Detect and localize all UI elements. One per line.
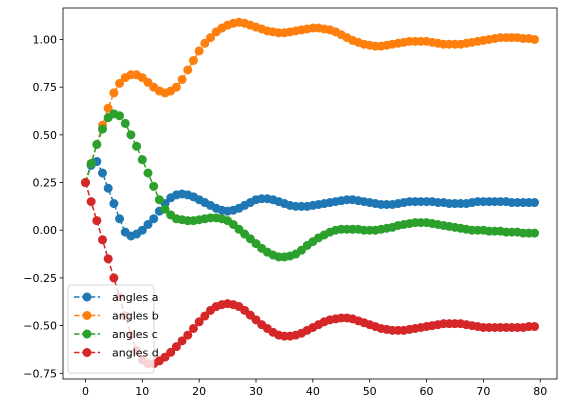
- x-tick-label: 30: [249, 385, 263, 398]
- data-point: [103, 103, 113, 113]
- data-point: [120, 118, 130, 128]
- data-point: [143, 219, 153, 229]
- data-point: [183, 65, 193, 75]
- data-point: [530, 34, 540, 44]
- data-point: [98, 168, 108, 178]
- x-tick-label: 40: [306, 385, 320, 398]
- data-point: [188, 55, 198, 65]
- legend-marker: [82, 348, 92, 357]
- x-tick-label: 60: [420, 385, 434, 398]
- data-point: [530, 228, 540, 238]
- data-point: [109, 199, 119, 209]
- data-point: [530, 198, 540, 208]
- data-point: [86, 158, 96, 168]
- data-point: [194, 317, 204, 327]
- data-point: [115, 214, 125, 224]
- data-point: [98, 124, 108, 134]
- x-tick-label: 50: [363, 385, 377, 398]
- data-point: [200, 38, 210, 48]
- data-point: [188, 323, 198, 333]
- data-point: [137, 225, 147, 235]
- y-tick-label: 0.25: [33, 177, 58, 190]
- data-point: [115, 78, 125, 88]
- data-point: [171, 82, 181, 92]
- x-tick-label: 20: [192, 385, 206, 398]
- data-point: [166, 347, 176, 357]
- y-tick-label: −0.50: [23, 320, 57, 333]
- legend-marker: [82, 329, 92, 339]
- data-point: [171, 342, 181, 352]
- x-tick-label: 80: [533, 385, 547, 398]
- y-tick-label: 0.75: [33, 81, 58, 94]
- y-tick-label: −0.25: [23, 272, 57, 285]
- y-tick-label: −0.75: [23, 367, 57, 380]
- data-point: [143, 168, 153, 178]
- legend-marker: [82, 292, 92, 302]
- data-point: [132, 141, 142, 151]
- x-tick-label: 10: [135, 385, 149, 398]
- data-point: [103, 183, 113, 193]
- data-point: [109, 273, 119, 283]
- legend-item: angles c: [74, 328, 158, 341]
- legend-label: angles a: [112, 291, 159, 304]
- legend-marker: [82, 311, 92, 320]
- data-point: [92, 139, 102, 149]
- data-point: [200, 311, 210, 321]
- data-point: [206, 33, 216, 43]
- data-point: [149, 181, 159, 191]
- data-point: [177, 336, 187, 346]
- data-point: [149, 214, 159, 224]
- data-point: [137, 155, 147, 165]
- series-angles-a: [80, 157, 540, 241]
- data-point: [92, 216, 102, 226]
- data-point: [103, 254, 113, 264]
- data-point: [86, 197, 96, 207]
- data-point: [160, 204, 170, 214]
- data-point: [530, 322, 540, 332]
- legend-item: angles d: [74, 347, 159, 360]
- plot-frame: [62, 7, 558, 380]
- legend-label: angles d: [112, 347, 159, 360]
- data-point: [115, 111, 125, 121]
- x-tick-label: 70: [476, 385, 490, 398]
- x-axis: 0 10 20 30 40 50 60 70 80: [82, 379, 547, 398]
- data-point: [183, 330, 193, 340]
- data-point: [109, 88, 119, 98]
- x-tick-label: 0: [82, 385, 89, 398]
- data-point: [154, 195, 164, 205]
- legend-item: angles a: [74, 291, 159, 304]
- data-point: [80, 178, 90, 188]
- legend-item: angles b: [74, 310, 159, 323]
- data-point: [194, 46, 204, 56]
- data-point: [98, 235, 108, 245]
- legend-label: angles c: [112, 328, 158, 341]
- legend-label: angles b: [112, 310, 159, 323]
- y-tick-label: 1.00: [33, 33, 58, 46]
- data-point: [126, 130, 136, 140]
- y-axis: −0.75 −0.50 −0.25 0.00 0.25 0.50 0.75 1.00: [23, 33, 63, 380]
- series-angles-c: [80, 109, 540, 262]
- y-tick-label: 0.50: [33, 129, 58, 142]
- data-point: [177, 75, 187, 85]
- legend: angles a angles b angles c angles d: [67, 284, 159, 374]
- y-tick-label: 0.00: [33, 224, 58, 237]
